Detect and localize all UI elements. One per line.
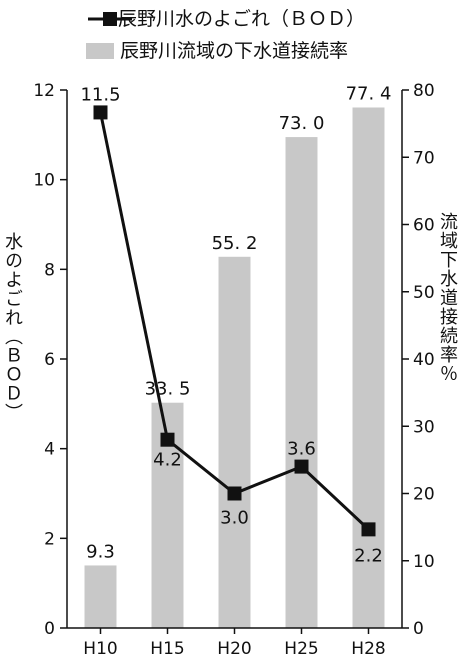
- bod-value-label: 2.2: [354, 545, 383, 566]
- bar-value-label: 77. 4: [346, 83, 392, 104]
- left-tick-label: 10: [33, 171, 55, 191]
- bar-value-label: 33. 5: [145, 379, 191, 400]
- bar-H25: [285, 137, 318, 628]
- right-tick-label: 70: [413, 148, 435, 168]
- bod-point-H20: [227, 486, 242, 501]
- bod-point-H15: [160, 432, 175, 447]
- bar-H20: [218, 256, 251, 628]
- legend-item-bar: 辰野川流域の下水道接続率: [0, 36, 463, 66]
- bod-point-H10: [93, 105, 108, 120]
- right-tick-label: 60: [413, 216, 435, 236]
- x-tick-label: H28: [351, 639, 385, 659]
- right-tick-label: 30: [413, 417, 435, 437]
- x-tick-label: H20: [217, 639, 251, 659]
- bod-value-label: 11.5: [80, 84, 120, 105]
- line-legend-swatch: [88, 12, 132, 26]
- bar-H28: [352, 107, 385, 629]
- right-tick-label: 50: [413, 283, 435, 303]
- bar-value-label: 9.3: [86, 541, 115, 562]
- left-tick-label: 2: [44, 529, 55, 549]
- bod-value-label: 3.6: [287, 439, 316, 460]
- left-axis-title: 水のよごれ（ＢＯＤ）: [2, 232, 23, 422]
- bar-H10: [84, 565, 117, 628]
- bar-value-label: 73. 0: [279, 113, 325, 134]
- right-tick-label: 10: [413, 552, 435, 572]
- x-tick-label: H10: [83, 639, 117, 659]
- bar-legend-swatch: [86, 43, 114, 59]
- left-tick-label: 4: [44, 440, 55, 460]
- bar-legend-label: 辰野川流域の下水道接続率: [120, 40, 349, 62]
- bar-value-label: 55. 2: [212, 233, 258, 254]
- left-tick-label: 6: [44, 350, 55, 370]
- right-tick-label: 20: [413, 485, 435, 505]
- left-tick-label: 8: [44, 260, 55, 280]
- bod-point-H28: [361, 522, 376, 537]
- bod-point-H25: [294, 459, 309, 474]
- bod-value-label: 3.0: [220, 508, 249, 529]
- left-tick-label: 0: [44, 619, 55, 639]
- x-tick-label: H15: [150, 639, 184, 659]
- legend-item-line: 辰野川水のよごれ（ＢＯＤ）: [0, 4, 463, 34]
- right-tick-label: 80: [413, 81, 435, 101]
- bod-value-label: 4.2: [153, 450, 182, 471]
- right-tick-label: 40: [413, 350, 435, 370]
- right-axis-title: 流域下水道接続率％: [437, 212, 458, 383]
- line-legend-label: 辰野川水のよごれ（ＢＯＤ）: [118, 8, 366, 30]
- right-tick-label: 0: [413, 619, 424, 639]
- left-tick-label: 12: [33, 81, 55, 101]
- x-tick-label: H25: [284, 639, 318, 659]
